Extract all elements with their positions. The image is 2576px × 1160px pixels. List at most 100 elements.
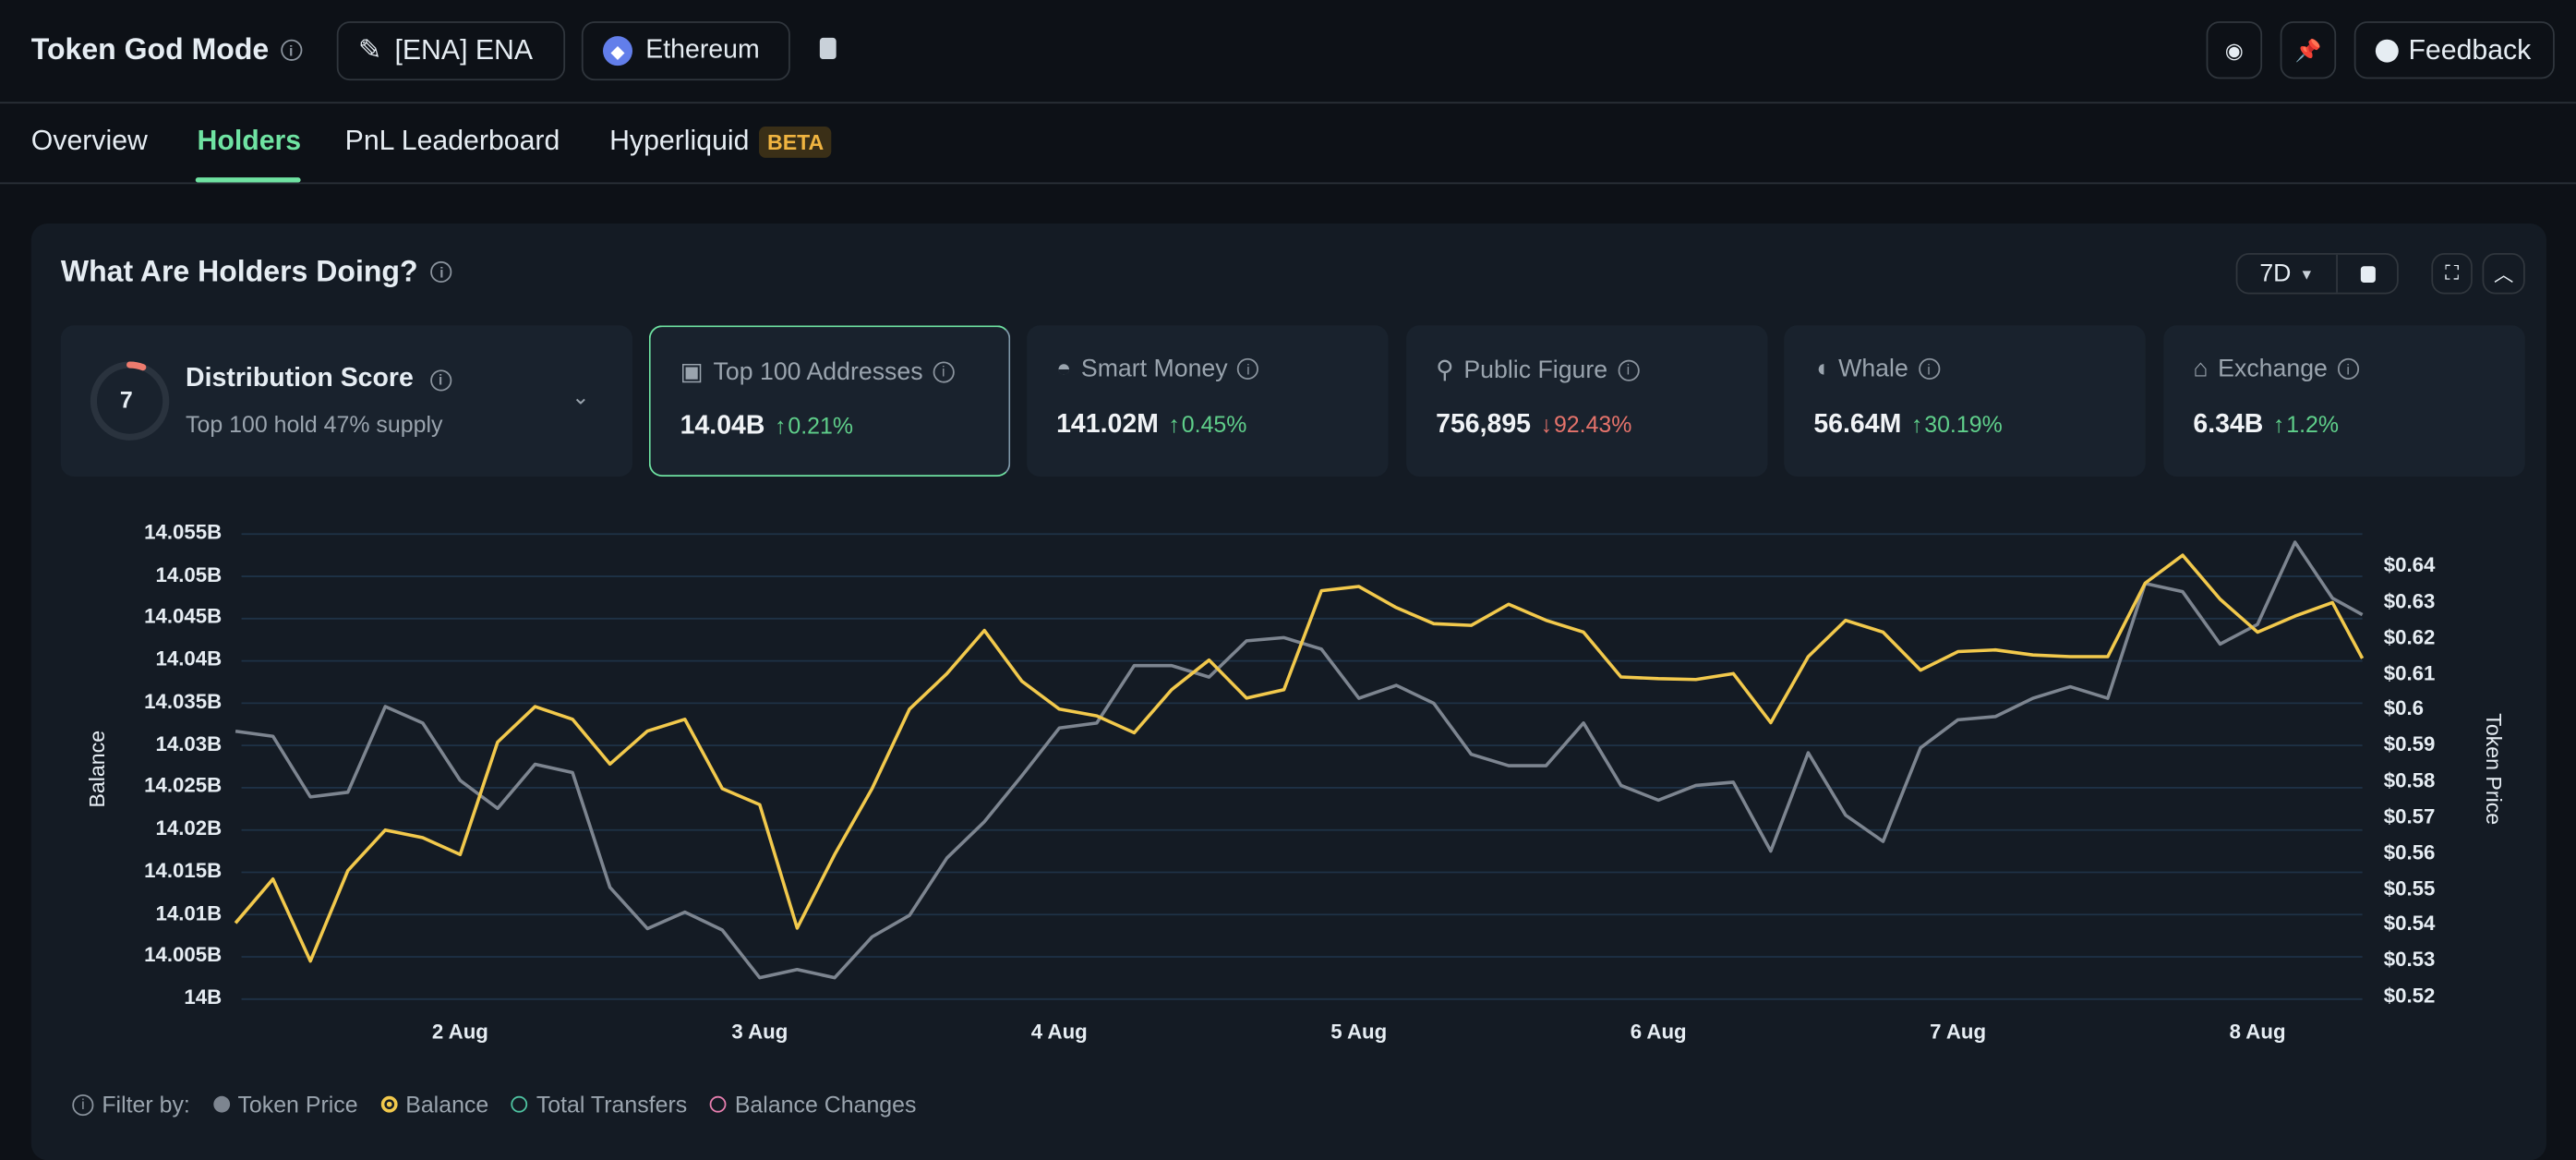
y-tick-label: 14.05B (155, 562, 223, 586)
y2-tick-label: $0.6 (2383, 697, 2425, 720)
watch-button[interactable]: ◉ (2206, 21, 2263, 79)
range-value: 7D (2259, 260, 2292, 288)
y2-tick-label: $0.62 (2383, 625, 2436, 649)
ethereum-icon: ◆ (603, 36, 633, 66)
range-dropdown[interactable]: 7D ▼ (2237, 254, 2338, 293)
chat-icon (2375, 38, 2399, 62)
speaker-icon: ⚲ (1436, 356, 1454, 385)
calendar-icon (2359, 265, 2375, 283)
legend-label: Total Transfers (536, 1091, 688, 1118)
y-tick-label: 14.045B (144, 605, 223, 629)
stat-card-public-figure[interactable]: ⚲ Public Figure i 756,895 ↓ 92.43% (1406, 325, 1768, 477)
fullscreen-button[interactable]: ⛶ (2431, 253, 2473, 295)
stat-card-whale[interactable]: ◖ Whale i 56.64M ↑ 30.19% (1784, 325, 2146, 477)
time-range-control: 7D ▼ (2235, 253, 2399, 295)
y-tick-label: 14.055B (144, 521, 223, 544)
card-change: 92.43% (1553, 410, 1632, 438)
whale-icon: ◖ (1813, 355, 1829, 383)
legend-label: Balance Changes (734, 1091, 917, 1118)
arrow-down-icon: ↓ (1540, 410, 1553, 438)
y2-axis-title: Token Price (2481, 713, 2507, 826)
token-price-line (235, 540, 2364, 980)
calendar-button[interactable] (2338, 255, 2397, 293)
chain-label: Ethereum (645, 36, 760, 65)
info-icon[interactable]: i (430, 260, 452, 284)
card-label: Public Figure (1463, 356, 1608, 384)
x-tick-label: 8 Aug (2229, 1020, 2286, 1044)
info-icon[interactable]: i (933, 360, 955, 382)
y-tick-label: 14.015B (144, 859, 223, 883)
chevron-up-icon: ︿ (2493, 262, 2514, 286)
info-icon[interactable]: i (280, 39, 302, 61)
pin-button[interactable]: 📌 (2280, 21, 2337, 79)
x-tick-label: 3 Aug (731, 1020, 788, 1044)
chart-legend: i Filter by: Token Price Balance Total Tr… (72, 1091, 917, 1118)
card-change: 1.2% (2286, 410, 2340, 438)
info-icon[interactable]: i (2337, 357, 2359, 381)
card-change: 0.21% (788, 412, 853, 440)
y-tick-label: 14.02B (155, 816, 223, 840)
changes-dot-icon (710, 1095, 727, 1113)
cash-icon: ▣ (680, 357, 704, 387)
divider (0, 182, 2576, 185)
y2-tick-label: $0.64 (2383, 553, 2436, 577)
chevron-down-icon[interactable]: ⌄ (572, 384, 590, 410)
card-value: 56.64M (1813, 410, 1902, 440)
card-value: 14.04B (680, 412, 765, 441)
beta-badge: BETA (759, 126, 833, 157)
filter-label: Filter by: (102, 1091, 190, 1118)
legend-balance-changes[interactable]: Balance Changes (710, 1091, 917, 1118)
distribution-score-card[interactable]: 7 Distribution Score i Top 100 hold 47% … (60, 325, 633, 477)
stat-card-smart-money[interactable]: ◓ Smart Money i 141.02M ↑ 0.45% (1027, 325, 1389, 477)
stat-card-exchange[interactable]: ⌂ Exchange i 6.34B ↑ 1.2% (2163, 325, 2525, 477)
copy-icon[interactable] (819, 37, 837, 60)
tab-holders[interactable]: Holders (197, 125, 302, 157)
legend-label: Balance (405, 1091, 489, 1118)
arrow-up-icon: ↑ (2273, 410, 2285, 438)
info-icon[interactable]: i (1918, 357, 1940, 381)
caret-down-icon: ▼ (2299, 265, 2315, 283)
chain-selector-button[interactable]: ◆ Ethereum (581, 21, 790, 81)
y-tick-label: 14.025B (144, 774, 223, 798)
y2-tick-label: $0.54 (2383, 912, 2436, 936)
y2-tick-label: $0.61 (2383, 661, 2436, 685)
distribution-title-text: Distribution Score (186, 365, 414, 393)
card-value: 6.34B (2193, 410, 2264, 440)
balance-line (234, 553, 2365, 963)
info-icon[interactable]: i (429, 369, 451, 391)
legend-token-price[interactable]: Token Price (212, 1091, 358, 1118)
y2-tick-label: $0.52 (2383, 984, 2436, 1008)
y2-tick-label: $0.63 (2383, 589, 2436, 613)
info-icon[interactable]: i (1617, 358, 1639, 381)
tab-label: Hyperliquid (609, 125, 750, 157)
section-header: What Are Holders Doing? i (61, 255, 452, 289)
eye-icon: ◉ (2224, 37, 2244, 62)
feedback-label: Feedback (2408, 33, 2532, 66)
distribution-title: Distribution Score i (186, 365, 451, 394)
bank-icon: ⌂ (2193, 355, 2209, 383)
y-tick-label: 14.01B (155, 901, 223, 924)
tab-overview[interactable]: Overview (30, 125, 148, 157)
x-tick-label: 5 Aug (1330, 1020, 1388, 1044)
tab-pnl-leaderboard[interactable]: PnL Leaderboard (344, 125, 560, 157)
collapse-button[interactable]: ︿ (2482, 253, 2525, 295)
legend-total-transfers[interactable]: Total Transfers (512, 1091, 688, 1118)
info-icon[interactable]: i (1237, 357, 1259, 381)
y2-tick-label: $0.55 (2383, 876, 2436, 900)
y-tick-label: 14.04B (155, 647, 223, 671)
score-ring (90, 361, 170, 441)
arrow-up-icon: ↑ (1910, 410, 1923, 438)
legend-balance[interactable]: Balance (380, 1091, 489, 1118)
token-selector-button[interactable]: ✎ [ENA] ENA (336, 21, 566, 81)
x-tick-label: 7 Aug (1930, 1020, 1987, 1044)
card-value: 141.02M (1056, 410, 1159, 440)
tab-hyperliquid[interactable]: Hyperliquid BETA (609, 125, 833, 158)
info-icon: i (72, 1094, 94, 1116)
y2-tick-label: $0.53 (2383, 948, 2436, 972)
card-label: Smart Money (1080, 355, 1228, 383)
page-header: Token God Mode i (31, 33, 302, 67)
feedback-button[interactable]: Feedback (2353, 21, 2555, 79)
card-value: 756,895 (1436, 410, 1532, 440)
stat-card-top-100[interactable]: ▣ Top 100 Addresses i 14.04B ↑ 0.21% (648, 325, 1011, 477)
